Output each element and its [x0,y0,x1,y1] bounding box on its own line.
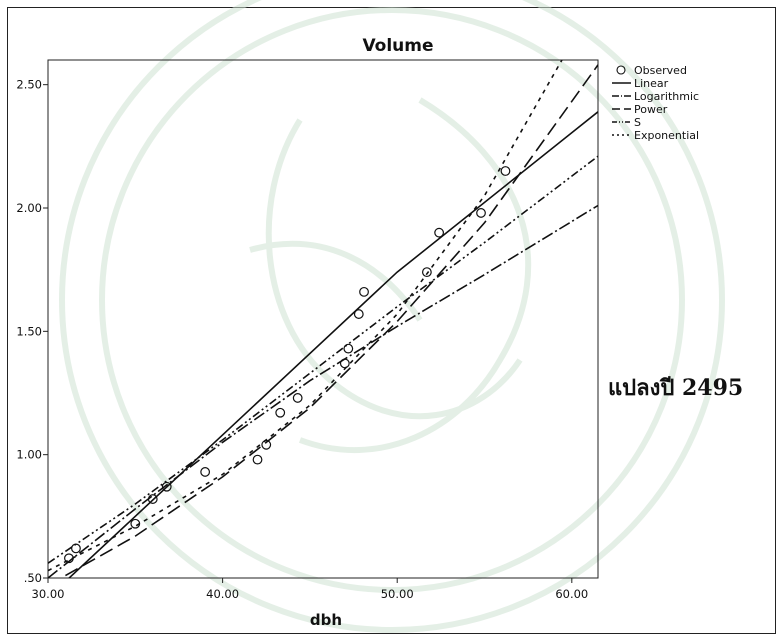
observed-point [147,494,158,504]
legend-power-label: Power [634,103,668,116]
observed-point [343,343,354,354]
y-tick-label: .50 [24,571,42,585]
y-tick-label: 1.50 [16,324,42,338]
logarithmic-fit-line [48,204,598,578]
x-tick-label: 50.00 [381,587,414,601]
observed-point [252,454,263,465]
figure-frame [7,7,776,634]
y-tick-label: 1.00 [16,448,42,462]
observed-point [434,227,445,238]
legend-observed-marker [616,65,626,75]
x-tick-label: 60.00 [555,587,588,601]
observed-point [476,208,486,218]
fit-lines-group [48,60,598,578]
observed-point [421,267,432,278]
observed-point [71,543,81,554]
axes-group: 30.00 40.00 50.00 60.00 .50 1.00 1.50 2.00 2.50 [16,78,588,601]
observed-point [130,518,141,529]
observed-point [261,439,272,450]
chart-title: Volume [362,36,433,56]
power-fit-line [59,64,598,578]
y-tick-label: 2.00 [16,201,42,215]
exponential-fit-line [48,60,563,572]
linear-fit-line [67,111,598,578]
legend-observed-label: Observed [634,64,687,77]
s-fit-line [48,155,598,564]
x-tick-label: 40.00 [206,587,239,601]
legend-linear-label: Linear [634,77,669,90]
observed-point [292,393,303,403]
observed-point [339,358,350,369]
observed-points-group [64,166,511,564]
observed-point [64,553,74,564]
observed-point [275,407,286,418]
observed-point [161,481,172,492]
legend: ObservedLinearLogarithmicPowerSExponenti… [612,64,699,142]
plot-year-label: แปลงปี 2495 [608,375,744,401]
x-axis-label: dbh [310,611,342,629]
y-tick-label: 2.50 [16,78,42,92]
legend-exponential-label: Exponential [634,129,699,142]
observed-point [200,467,211,477]
observed-point [359,286,369,297]
x-tick-label: 30.00 [32,587,65,601]
observed-point [500,166,511,176]
observed-point [353,309,364,319]
legend-s-label: S [634,116,641,129]
legend-logarithmic-label: Logarithmic [634,90,699,103]
plot-area-border [47,59,599,579]
